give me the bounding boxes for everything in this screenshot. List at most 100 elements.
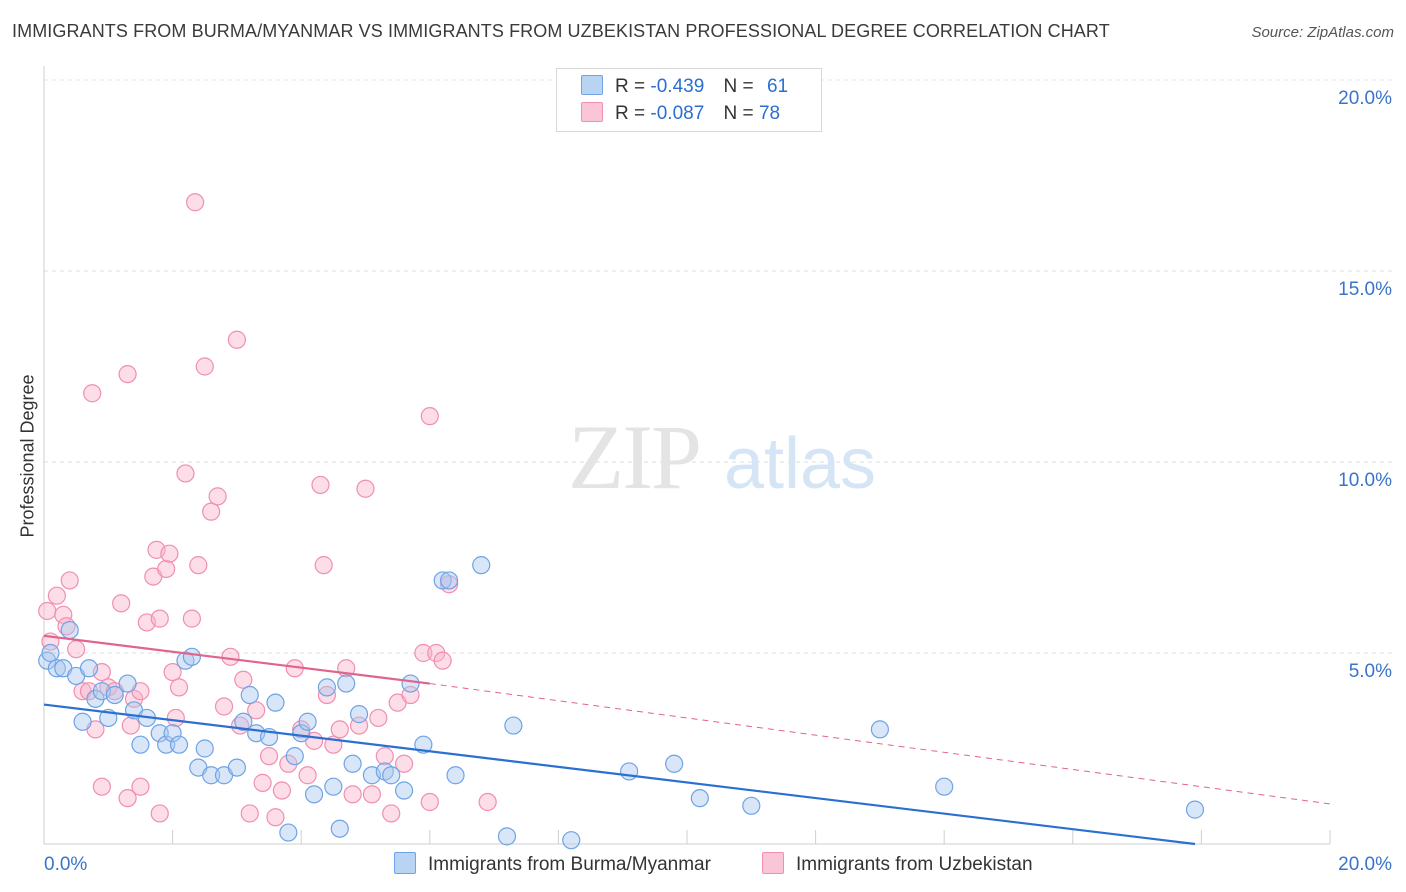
y-tick-label: 20.0% <box>1338 88 1392 109</box>
uzbek-trend-extension <box>429 683 1331 805</box>
uzbek-point <box>311 475 330 495</box>
legend-r-value: -0.087 <box>650 103 705 124</box>
uzbek-point <box>131 777 150 796</box>
correlation-legend: R = -0.439 N = 61 R = -0.087 N = 78 <box>556 68 822 132</box>
uzbek-point <box>234 670 253 689</box>
burma-point <box>234 712 253 731</box>
burma-point <box>195 739 214 758</box>
uzbek-point <box>160 544 179 563</box>
burma-point <box>266 693 285 712</box>
uzbek-point <box>60 571 79 590</box>
uzbek-point <box>157 559 176 579</box>
burma-point <box>86 689 105 708</box>
uzbek-point <box>67 640 86 659</box>
x-tick-label: 20.0% <box>1338 854 1392 875</box>
bottom-legend-burma: Immigrants from Burma/Myanmar <box>394 852 711 876</box>
uzbek-point <box>259 747 279 766</box>
burma-point <box>150 724 169 743</box>
chart-title: IMMIGRANTS FROM BURMA/MYANMAR VS IMMIGRA… <box>12 21 1110 41</box>
source-label: Source: ZipAtlas.com <box>1251 24 1394 41</box>
uzbek-point <box>118 789 137 808</box>
uzbek-point <box>189 556 208 575</box>
legend-n-value: 61 <box>766 76 789 97</box>
grid-lines <box>44 79 1392 654</box>
uzbek-point <box>266 808 285 827</box>
uzbek-point <box>382 804 401 823</box>
burma-point <box>330 819 349 838</box>
y-tick-label: 10.0% <box>1338 470 1392 491</box>
uzbek-point <box>221 647 240 666</box>
burma-point <box>157 735 176 754</box>
burma-point <box>433 571 452 590</box>
uzbek-point <box>208 487 227 506</box>
burma-point <box>79 659 99 678</box>
uzbek-point <box>375 747 394 766</box>
uzbek-point <box>356 479 375 498</box>
burma-point <box>504 716 523 735</box>
legend-r-label: R = <box>615 103 646 124</box>
burma-point <box>118 674 137 693</box>
burma-point <box>472 556 491 575</box>
uzbek-point <box>314 556 333 575</box>
uzbek-point <box>298 766 317 785</box>
trend-lines <box>43 634 1331 846</box>
uzbek-point <box>369 708 388 728</box>
uzbek-point <box>343 785 362 804</box>
uzbek-point <box>362 785 382 804</box>
legend-n-value: 78 <box>758 103 781 124</box>
bottom-legend-label-burma: Immigrants from Burma/Myanmar <box>428 854 711 875</box>
burma-point <box>742 796 761 815</box>
burma-point <box>690 789 709 808</box>
burma-point <box>163 724 182 743</box>
burma-point <box>60 620 79 640</box>
axes <box>43 66 1331 845</box>
burma-point <box>285 747 304 766</box>
burma-point <box>73 712 92 731</box>
burma-point <box>497 827 517 846</box>
burma-point <box>439 571 459 590</box>
burma-point <box>182 647 201 666</box>
legend-row-burma: R = -0.439 N = 61 <box>581 75 788 98</box>
bottom-legend-swatch-uzbek <box>762 852 784 874</box>
uzbek-point <box>227 330 246 349</box>
uzbek-point <box>420 407 439 426</box>
bottom-legend-label-uzbek: Immigrants from Uzbekistan <box>796 854 1033 875</box>
watermark-atlas: atlas <box>724 424 876 504</box>
burma-point <box>349 705 369 724</box>
burma-point <box>202 766 221 785</box>
watermark-zip: ZIP <box>568 406 700 508</box>
burma-point <box>401 674 420 693</box>
uzbek-point <box>214 697 234 716</box>
uzbek-point <box>420 792 439 812</box>
uzbek-point <box>330 720 349 739</box>
uzbek-point <box>182 609 201 628</box>
uzbek-point <box>47 586 66 605</box>
burma-point <box>620 762 639 781</box>
burma-point <box>317 678 337 697</box>
uzbek-point <box>253 773 272 792</box>
burma-point <box>47 659 66 678</box>
series-burma-points <box>38 556 1205 850</box>
uzbek-point <box>433 651 452 670</box>
uzbek-point <box>247 701 266 720</box>
burma-point <box>292 724 311 743</box>
burma-trend-line <box>43 703 1196 846</box>
uzbek-point <box>292 720 311 739</box>
uzbek-point <box>79 682 99 701</box>
burma-point <box>382 766 401 785</box>
burma-point <box>324 777 343 796</box>
uzbek-trend-line <box>43 634 430 685</box>
bottom-legend-swatch-burma <box>394 852 416 874</box>
series-uzbekistan-points <box>38 193 497 827</box>
watermark: ZIP atlas <box>568 406 876 508</box>
legend-n-label: N = <box>723 76 754 97</box>
burma-point <box>240 685 259 705</box>
burma-point <box>562 831 581 850</box>
uzbek-point <box>427 643 446 663</box>
uzbek-point <box>240 804 259 823</box>
burma-point <box>298 712 317 731</box>
burma-point <box>870 720 890 739</box>
uzbek-point <box>112 594 131 613</box>
legend-swatch-uzbek <box>581 102 603 122</box>
